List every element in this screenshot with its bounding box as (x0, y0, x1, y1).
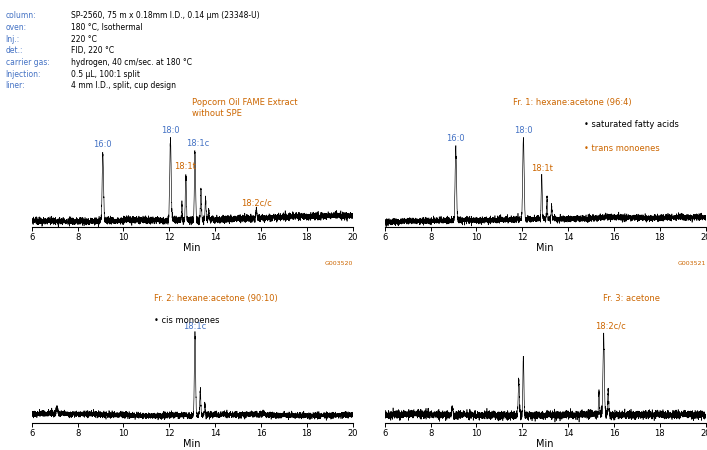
Text: 18:1c: 18:1c (186, 139, 209, 148)
Text: • cis monoenes: • cis monoenes (153, 316, 219, 325)
Text: det.:: det.: (6, 46, 23, 55)
Text: Inj.:: Inj.: (6, 35, 20, 44)
Text: Injection:: Injection: (6, 70, 41, 79)
Text: 18:1t: 18:1t (531, 164, 553, 173)
Text: liner:: liner: (6, 81, 25, 90)
Text: 18:2c/c: 18:2c/c (595, 322, 626, 331)
Text: Fr. 3: acetone: Fr. 3: acetone (603, 294, 660, 303)
X-axis label: Min: Min (537, 439, 554, 449)
Text: 16:0: 16:0 (93, 140, 112, 149)
Text: • saturated fatty acids: • saturated fatty acids (584, 120, 679, 129)
X-axis label: Min: Min (184, 243, 201, 253)
Text: • trans monoenes: • trans monoenes (584, 144, 660, 153)
Text: 180 °C, Isothermal: 180 °C, Isothermal (71, 23, 142, 32)
Text: Popcorn Oil FAME Extract
without SPE: Popcorn Oil FAME Extract without SPE (192, 98, 298, 118)
Text: 0.5 μL, 100:1 split: 0.5 μL, 100:1 split (71, 70, 140, 79)
Text: G003520: G003520 (325, 261, 353, 266)
Text: G003521: G003521 (677, 261, 706, 266)
Text: FID, 220 °C: FID, 220 °C (71, 46, 114, 55)
X-axis label: Min: Min (537, 243, 554, 253)
X-axis label: Min: Min (184, 439, 201, 449)
Text: 16:0: 16:0 (447, 135, 465, 144)
Text: 220 °C: 220 °C (71, 35, 97, 44)
Text: column:: column: (6, 11, 36, 20)
Text: Fr. 1: hexane:acetone (96:4): Fr. 1: hexane:acetone (96:4) (513, 98, 632, 107)
Text: 18:0: 18:0 (514, 126, 532, 135)
Text: SP-2560, 75 m x 0.18mm I.D., 0.14 μm (23348-U): SP-2560, 75 m x 0.18mm I.D., 0.14 μm (23… (71, 11, 259, 20)
Text: carrier gas:: carrier gas: (6, 58, 49, 67)
Text: oven:: oven: (6, 23, 27, 32)
Text: 4 mm I.D., split, cup design: 4 mm I.D., split, cup design (71, 81, 176, 90)
Text: 18:2c/c: 18:2c/c (241, 198, 271, 207)
Text: 18:0: 18:0 (161, 126, 180, 135)
Text: 18:1c: 18:1c (183, 322, 206, 331)
Text: hydrogen, 40 cm/sec. at 180 °C: hydrogen, 40 cm/sec. at 180 °C (71, 58, 192, 67)
Text: Fr. 2: hexane:acetone (90:10): Fr. 2: hexane:acetone (90:10) (153, 294, 277, 303)
Text: 18:1t: 18:1t (174, 162, 196, 171)
